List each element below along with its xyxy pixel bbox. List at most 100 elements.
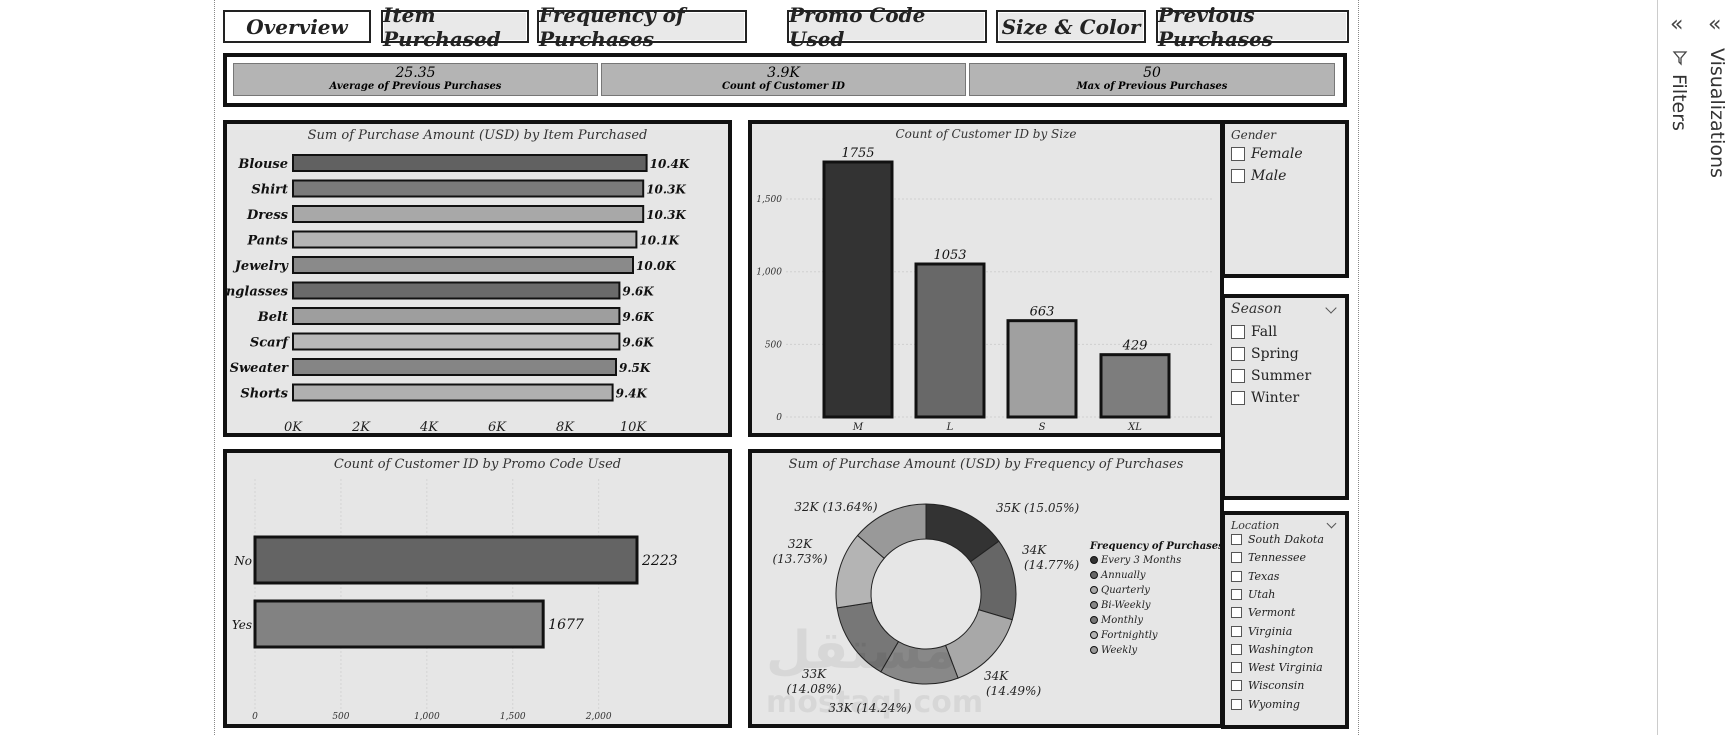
option-label: Winter — [1251, 390, 1300, 406]
checkbox[interactable] — [1231, 347, 1245, 361]
bar — [292, 332, 621, 351]
slicer-title: Season — [1231, 301, 1282, 317]
location-option[interactable]: Tennessee — [1231, 551, 1306, 564]
gender-slicer[interactable]: Gender Female Male — [1221, 120, 1349, 278]
checkbox[interactable] — [1231, 643, 1242, 655]
data-label-percent: (13.73%) — [772, 552, 827, 566]
location-option[interactable]: Wyoming — [1231, 698, 1300, 711]
tab-item-purchased[interactable]: Item Purchased — [381, 3, 529, 51]
data-label: 35K (15.05%) — [996, 501, 1079, 515]
data-label: 33K (14.24%) — [828, 701, 911, 715]
location-option[interactable]: Utah — [1231, 588, 1275, 601]
kpi-value: 25.35 — [395, 65, 436, 81]
x-tick-label: 8K — [556, 420, 575, 433]
legend-item: Weekly — [1101, 645, 1138, 656]
location-option[interactable]: Vermont — [1231, 606, 1295, 619]
tab-promo-code-used[interactable]: Promo Code Used — [787, 3, 987, 51]
checkbox[interactable] — [1231, 680, 1242, 692]
promo-bar-chart: 0 500 1,000 1,500 2,000 No 2223 Yes 1677 — [232, 479, 678, 722]
side-pane-strip: « « Filters Visualizations — [1657, 0, 1727, 735]
data-label-value: 33K — [802, 667, 827, 681]
location-option[interactable]: Washington — [1231, 643, 1313, 656]
category-label: Dress — [246, 208, 289, 223]
gender-option-male[interactable]: Male — [1231, 168, 1286, 184]
location-option[interactable]: South Dakota — [1231, 533, 1324, 546]
column — [914, 262, 986, 419]
tab-size-color[interactable]: Size & Color — [996, 10, 1146, 43]
checkbox[interactable] — [1231, 552, 1242, 564]
x-tick-label: 1,500 — [500, 712, 526, 722]
visualizations-pane-label[interactable]: Visualizations — [1706, 48, 1727, 178]
x-tick-label: 0K — [284, 420, 303, 433]
legend-marker — [1090, 571, 1098, 579]
chevron-down-icon[interactable] — [1326, 518, 1337, 529]
data-label: 9.5K — [619, 361, 651, 375]
data-label-percent: (14.77%) — [1024, 558, 1079, 572]
column — [1006, 319, 1078, 419]
kpi-label: Average of Previous Purchases — [329, 81, 502, 92]
watermark-arabic: مستقل — [766, 621, 957, 681]
option-label: Spring — [1251, 346, 1299, 362]
tab-previous-purchases[interactable]: Previous Purchases — [1156, 3, 1349, 51]
promo-chart-panel[interactable]: Count of Customer ID by Promo Code Used … — [223, 449, 732, 728]
y-tick-label: 1,000 — [756, 268, 782, 278]
data-label: 10.3K — [646, 208, 686, 222]
option-label: Tennessee — [1248, 551, 1306, 565]
season-option-spring[interactable]: Spring — [1231, 346, 1299, 362]
location-option[interactable]: West Virginia — [1231, 661, 1323, 674]
checkbox[interactable] — [1231, 570, 1242, 582]
gender-option-female[interactable]: Female — [1231, 146, 1303, 162]
checkbox[interactable] — [1231, 625, 1242, 637]
data-label: 663 — [1030, 305, 1055, 320]
bar — [292, 307, 621, 325]
location-option[interactable]: Virginia — [1231, 625, 1292, 638]
checkbox[interactable] — [1231, 169, 1245, 183]
checkbox[interactable] — [1231, 607, 1242, 619]
legend-marker — [1090, 586, 1098, 594]
filters-pane-label[interactable]: Filters — [1668, 74, 1690, 131]
slicer-title: Location — [1231, 519, 1280, 532]
season-slicer[interactable]: Season Fall Spring Summer Winter — [1221, 294, 1349, 500]
checkbox[interactable] — [1231, 147, 1245, 161]
y-tick-label: 500 — [765, 340, 782, 350]
legend-item: Annually — [1100, 570, 1146, 581]
checkbox[interactable] — [1231, 662, 1242, 674]
legend-item: Monthly — [1100, 615, 1143, 626]
legend-item: Every 3 Months — [1100, 555, 1181, 566]
items-chart-panel[interactable]: Sum of Purchase Amount (USD) by Item Pur… — [223, 120, 732, 437]
column — [822, 160, 894, 419]
column — [1099, 353, 1171, 419]
tab-overview[interactable]: Overview — [223, 10, 371, 43]
season-option-winter[interactable]: Winter — [1231, 390, 1299, 406]
size-chart-panel[interactable]: Count of Customer ID by Size 0 500 1,000 1,… — [748, 120, 1224, 437]
kpi-max-previous-purchases: 50 Max of Previous Purchases — [969, 63, 1335, 96]
season-option-summer[interactable]: Summer — [1231, 368, 1311, 384]
checkbox[interactable] — [1231, 698, 1242, 710]
frequency-chart-panel[interactable]: Sum of Purchase Amount (USD) by Frequenc… — [748, 449, 1224, 728]
checkbox[interactable] — [1231, 369, 1245, 383]
checkbox[interactable] — [1231, 391, 1245, 405]
data-label: 1755 — [841, 146, 874, 161]
x-tick-label: 1,000 — [414, 712, 440, 722]
option-label: Vermont — [1248, 606, 1296, 620]
chevron-down-icon[interactable] — [1325, 302, 1337, 314]
x-tick-label: 6K — [488, 420, 507, 433]
x-tick-label: 2K — [351, 420, 371, 433]
location-slicer[interactable]: Location South Dakota Tennessee Texas Utah V… — [1221, 511, 1349, 729]
legend-title: Frequency of Purchases — [1089, 541, 1220, 552]
collapse-visualizations-icon[interactable]: « — [1708, 12, 1722, 37]
data-label: 32K (13.64%) — [794, 500, 877, 514]
checkbox[interactable] — [1231, 325, 1245, 339]
tab-frequency-of-purchases[interactable]: Frequency of Purchases — [537, 3, 747, 51]
kpi-value: 3.9K — [767, 65, 800, 81]
checkbox[interactable] — [1231, 534, 1242, 545]
bar — [292, 256, 634, 274]
data-label: 10.3K — [646, 183, 686, 197]
y-tick-label: 1,500 — [756, 195, 782, 205]
location-option[interactable]: Texas — [1231, 570, 1279, 583]
bar — [292, 383, 614, 402]
checkbox[interactable] — [1231, 588, 1242, 600]
collapse-filters-icon[interactable]: « — [1670, 12, 1684, 37]
season-option-fall[interactable]: Fall — [1231, 324, 1277, 340]
location-option[interactable]: Wisconsin — [1231, 679, 1304, 692]
